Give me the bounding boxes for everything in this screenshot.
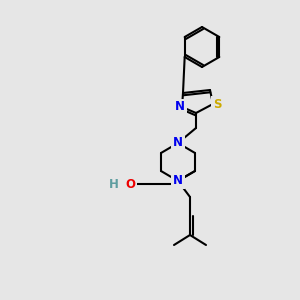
- Text: N: N: [173, 136, 183, 149]
- Text: H: H: [109, 178, 119, 190]
- Text: O: O: [125, 178, 135, 190]
- Text: N: N: [175, 100, 185, 113]
- Text: N: N: [173, 175, 183, 188]
- Text: S: S: [213, 98, 221, 110]
